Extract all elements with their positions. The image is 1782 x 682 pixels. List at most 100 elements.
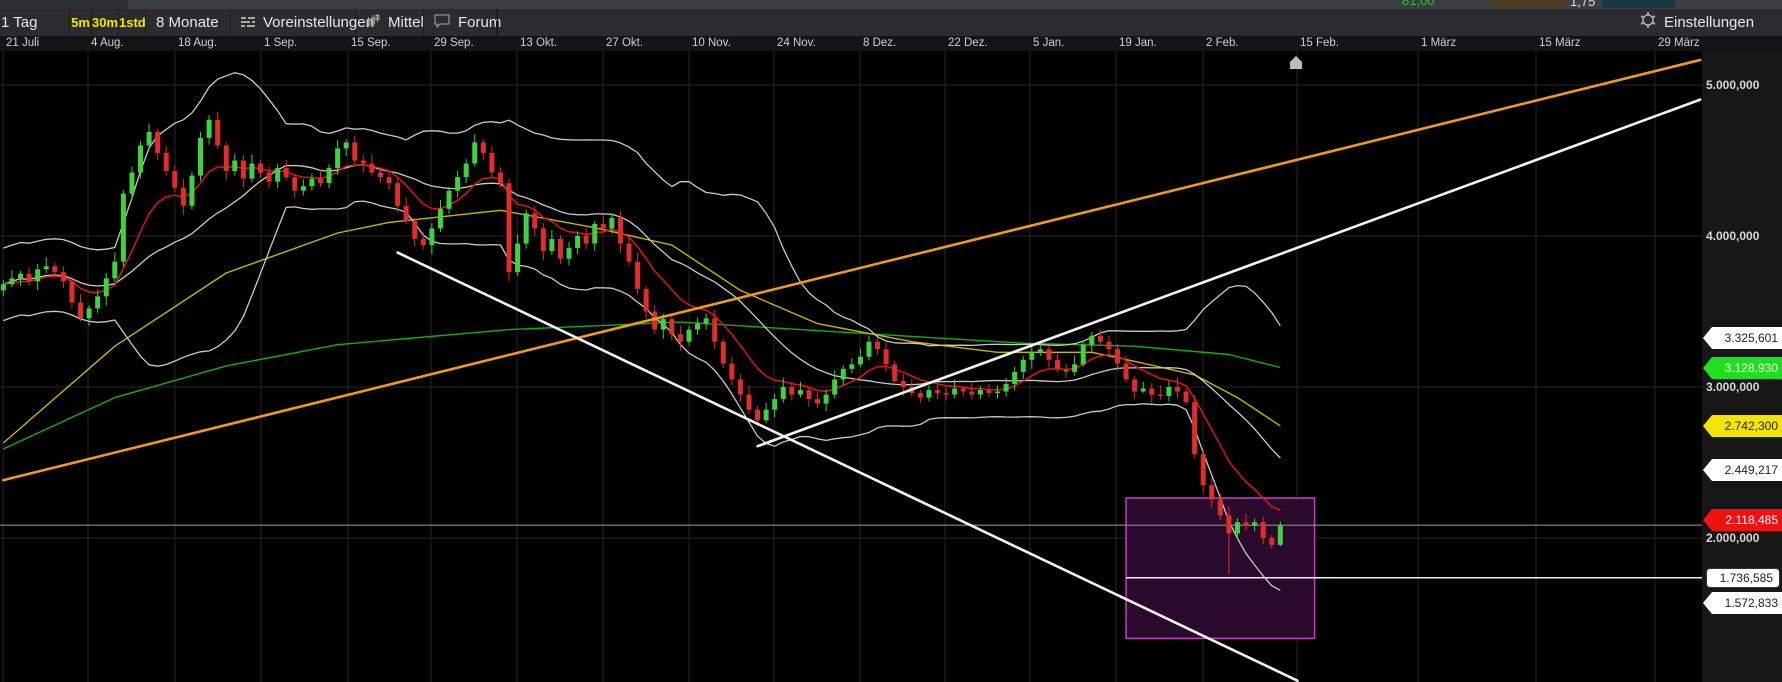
trendline[interactable] xyxy=(756,98,1702,448)
candle-body xyxy=(815,399,821,404)
candle-body xyxy=(326,168,332,184)
candle-body xyxy=(592,223,598,244)
candle xyxy=(155,128,161,161)
candle xyxy=(395,178,401,212)
presets-button[interactable]: Voreinstellungen xyxy=(231,9,374,36)
candle xyxy=(669,314,675,341)
candle-body xyxy=(1012,371,1018,384)
candle-body xyxy=(935,390,941,394)
candle xyxy=(737,374,743,403)
candle-body xyxy=(1149,388,1155,395)
candle xyxy=(1080,340,1086,367)
quote-bar xyxy=(1492,0,1564,8)
candle xyxy=(120,189,126,267)
candle-body xyxy=(223,145,229,172)
interval-1std-button[interactable]: 1std xyxy=(119,9,146,36)
candle-body xyxy=(1234,522,1240,534)
candle xyxy=(198,131,204,181)
interval-selector[interactable]: 1 Tag xyxy=(0,9,70,36)
chart-toolbar: 1 Tag 5m 30m 1std 8 Monate Voreinstellun… xyxy=(0,9,1782,37)
candle xyxy=(806,387,812,407)
forum-button[interactable]: Forum xyxy=(424,9,501,36)
red-moving-average-line xyxy=(3,164,1281,511)
candle xyxy=(1123,355,1129,383)
candle-body xyxy=(52,266,58,273)
candle-body xyxy=(1192,402,1198,455)
candle xyxy=(95,289,101,314)
top-strip: 81,00 1,75 xyxy=(0,0,1782,9)
candle-body xyxy=(729,363,735,380)
candle xyxy=(875,337,881,355)
candle xyxy=(266,166,272,189)
price-label-tag: 3.325,601 xyxy=(1703,326,1782,349)
current-date-marker-icon[interactable] xyxy=(1290,56,1302,69)
interval-5m-button[interactable]: 5m xyxy=(70,9,92,36)
candle xyxy=(797,381,803,398)
candle-body xyxy=(755,409,761,421)
candle xyxy=(532,206,538,236)
range-selector[interactable]: 8 Monate xyxy=(146,9,231,36)
candle-body xyxy=(720,341,726,364)
candle-body xyxy=(1123,363,1129,380)
date-tick-label: 13 Okt. xyxy=(520,37,558,49)
date-tick-label: 2 Feb. xyxy=(1206,37,1239,49)
candle-body xyxy=(609,217,615,229)
candle-body xyxy=(112,261,118,279)
candle-body xyxy=(900,380,906,387)
candle-body xyxy=(746,394,752,410)
price-tick-label: 3.000,000 xyxy=(1706,380,1760,394)
candle-body xyxy=(1106,341,1112,350)
candle-body xyxy=(18,273,24,279)
candle-body xyxy=(412,220,418,240)
candle-body xyxy=(335,148,341,169)
candle-body xyxy=(926,390,932,398)
candle xyxy=(403,197,409,224)
candle-body xyxy=(1072,364,1078,372)
candle-body xyxy=(78,302,84,319)
trendline-layer[interactable] xyxy=(2,58,1702,682)
candle-body xyxy=(1089,335,1095,345)
candle-body xyxy=(86,308,92,319)
candle-body xyxy=(283,168,289,178)
candle xyxy=(746,385,752,415)
candle-body xyxy=(952,388,958,395)
candle-body xyxy=(0,284,6,291)
date-axis[interactable]: 21 Juli 4 Aug. 18 Aug. 1 Sep. 15 Sep. 29 Sep.… xyxy=(0,36,1782,51)
candle xyxy=(1243,513,1249,531)
trendline[interactable] xyxy=(396,251,1299,682)
candle xyxy=(420,232,426,250)
grid xyxy=(0,51,1702,682)
candle xyxy=(1020,356,1026,380)
date-tick-label: 29 Sep. xyxy=(434,37,474,49)
candle-body xyxy=(626,243,632,262)
candle xyxy=(258,159,263,178)
candle-body xyxy=(198,137,204,176)
candle xyxy=(360,155,366,173)
candle xyxy=(695,317,701,335)
zone-layer xyxy=(0,497,1702,640)
candle xyxy=(232,153,238,176)
candle-body xyxy=(455,177,461,191)
gear-icon xyxy=(1640,10,1656,37)
candle xyxy=(1012,366,1018,391)
settings-button[interactable]: Einstellungen xyxy=(1640,9,1782,36)
interval-30m-button[interactable]: 30m xyxy=(92,9,119,36)
candle xyxy=(583,227,589,250)
candle xyxy=(377,168,383,183)
date-tick-label: 1 März xyxy=(1421,37,1457,49)
candle-body xyxy=(575,236,581,249)
candle-body xyxy=(180,187,186,206)
candle xyxy=(455,171,461,198)
candle-body xyxy=(772,399,778,410)
indicators-button[interactable]: Mittel xyxy=(356,9,424,36)
candle-body xyxy=(643,288,649,312)
candle-body xyxy=(789,387,795,395)
candle xyxy=(1277,521,1283,547)
candle-body xyxy=(549,239,555,252)
trendline[interactable] xyxy=(2,58,1702,482)
candle xyxy=(129,166,135,201)
date-tick-label: 15 Feb. xyxy=(1300,37,1339,49)
candle-body xyxy=(1080,344,1086,365)
candle xyxy=(763,402,769,424)
